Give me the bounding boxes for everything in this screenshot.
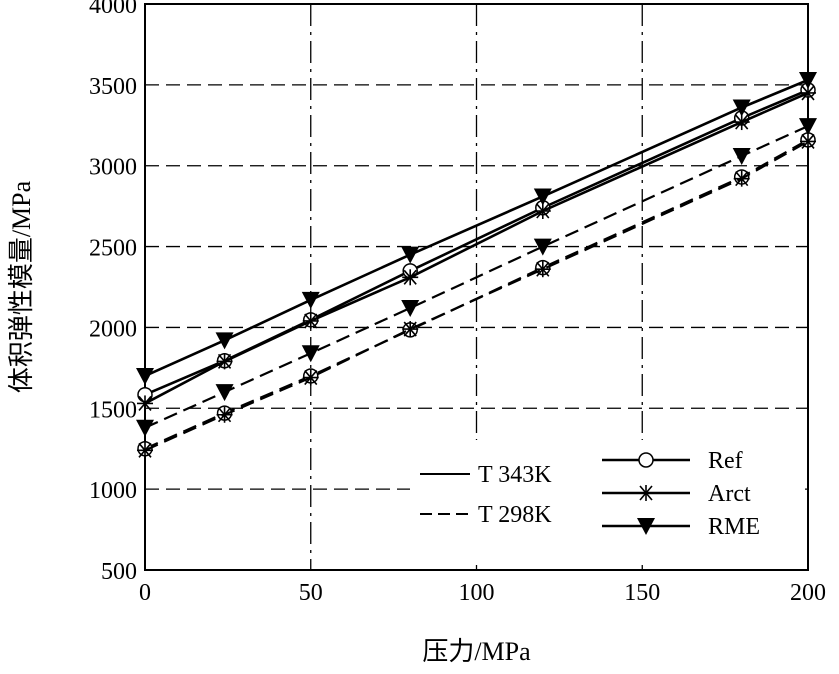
data-point <box>301 291 320 309</box>
legend-marker-circle <box>638 452 654 468</box>
data-point <box>215 332 234 350</box>
y-tick-label: 500 <box>101 559 137 585</box>
data-point <box>302 369 319 386</box>
data-point <box>402 269 419 286</box>
data-point <box>301 345 320 363</box>
data-point <box>136 367 154 385</box>
data-point <box>799 72 817 90</box>
data-point <box>402 321 419 338</box>
data-point <box>732 148 751 166</box>
legend-label: Arct <box>708 481 751 507</box>
data-point <box>533 238 552 256</box>
data-point <box>216 406 233 423</box>
data-point <box>136 419 154 437</box>
y-tick-label: 4000 <box>89 0 137 19</box>
x-axis-label: 压力/MPa <box>422 637 531 666</box>
data-point <box>137 442 153 459</box>
data-point <box>534 261 551 278</box>
x-tick-label: 100 <box>459 580 495 606</box>
data-point <box>533 188 552 206</box>
legend-marker-asterisk <box>638 485 654 501</box>
plot-frame <box>144 3 809 571</box>
x-tick-label: 200 <box>790 580 826 606</box>
legend-label: RME <box>708 514 760 540</box>
data-point <box>302 312 319 329</box>
x-tick-label: 50 <box>299 580 323 606</box>
y-tick-label: 3000 <box>89 155 137 181</box>
data-point <box>733 114 750 131</box>
data-point <box>733 170 750 187</box>
data-point <box>137 395 153 412</box>
legend-label: T 343K <box>478 462 552 488</box>
data-point <box>799 118 817 136</box>
y-tick-label: 2500 <box>89 236 137 262</box>
x-tick-label: 150 <box>624 580 660 606</box>
data-point <box>401 300 420 318</box>
y-tick-label: 1500 <box>89 397 137 423</box>
y-axis-label: 体积弹性模量/MPa <box>7 180 36 393</box>
data-point <box>534 202 551 219</box>
x-tick-label: 0 <box>139 580 151 606</box>
data-point <box>401 246 420 264</box>
data-point <box>732 99 751 117</box>
legend-label: T 298K <box>478 502 552 528</box>
legend-marker-triangle-down <box>637 518 655 535</box>
y-tick-label: 1000 <box>89 478 137 504</box>
y-tick-label: 3500 <box>89 74 137 100</box>
data-point <box>216 353 233 370</box>
data-point <box>800 133 816 150</box>
y-tick-label: 2000 <box>89 316 137 342</box>
data-point <box>215 384 234 402</box>
legend-label: Ref <box>708 448 743 474</box>
